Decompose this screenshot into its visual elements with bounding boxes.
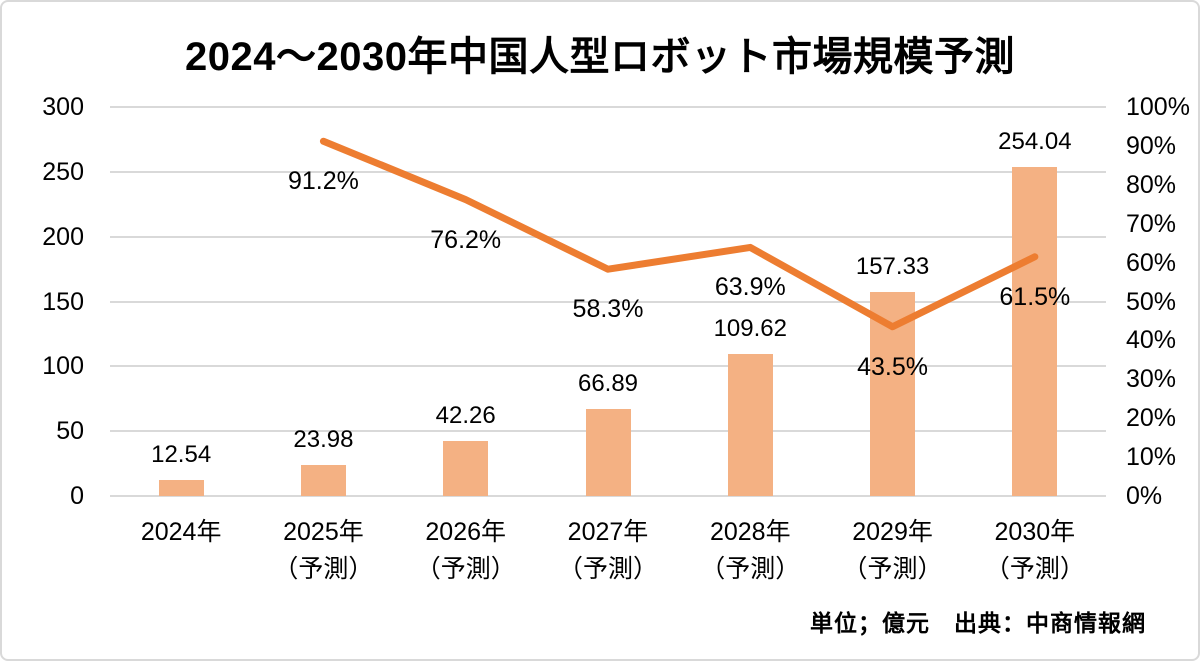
x-axis-label-line: 2026年 xyxy=(425,518,507,546)
bar-2026年（予測） xyxy=(443,441,489,496)
x-axis-label-line: （予測） xyxy=(842,555,943,583)
x-axis-label: 2028年 （予測） xyxy=(700,514,800,588)
bar-value-label: 109.62 xyxy=(713,314,787,342)
bar-2027年（予測） xyxy=(585,409,631,496)
growth-rate-label: 91.2% xyxy=(287,167,359,196)
x-axis-label-line: （予測） xyxy=(700,555,801,583)
growth-rate-label: 61.5% xyxy=(999,282,1071,311)
x-axis-label: 2027年 （予測） xyxy=(558,514,658,588)
growth-rate-label: 58.3% xyxy=(572,295,644,324)
x-axis-label-line: 2029年 xyxy=(852,518,933,546)
x-axis-label-line: 2025年 xyxy=(283,518,364,546)
x-axis-label: 2024年 xyxy=(141,514,222,551)
left-axis-tick: 100 xyxy=(42,352,84,381)
right-axis-tick: 70% xyxy=(1126,209,1177,238)
x-axis-label: 2025年 （予測） xyxy=(273,514,373,588)
right-axis-tick: 80% xyxy=(1126,170,1177,199)
bar-2028年（予測） xyxy=(727,353,773,496)
x-axis-label-line: （予測） xyxy=(557,555,659,583)
left-axis-tick: 50 xyxy=(56,417,84,446)
growth-rate-label: 76.2% xyxy=(430,225,502,254)
right-axis-tick: 0% xyxy=(1126,482,1163,510)
x-axis-label: 2026年 （予測） xyxy=(416,514,516,588)
growth-rate-label: 63.9% xyxy=(714,273,786,302)
x-axis-label-line: （予測） xyxy=(273,555,374,583)
bar-value-label: 66.89 xyxy=(577,370,639,398)
right-axis-tick: 10% xyxy=(1126,443,1177,472)
bar-2024年 xyxy=(158,479,204,496)
gridline xyxy=(110,300,1106,303)
bar-2025年（予測） xyxy=(300,464,346,496)
x-axis-label-line: 2024年 xyxy=(140,518,222,546)
bar-2030年（予測） xyxy=(1012,166,1058,496)
x-axis-label-line: 2028年 xyxy=(709,518,791,546)
gridline xyxy=(110,235,1106,238)
bar-value-label: 23.98 xyxy=(293,425,354,453)
source-note: 単位；億元 出典：中商情報網 xyxy=(810,610,1146,636)
gridline xyxy=(110,495,1106,497)
x-axis-label-line: （予測） xyxy=(984,555,1085,583)
x-axis-label: 2030年 （予測） xyxy=(985,514,1085,588)
left-axis-tick: 300 xyxy=(42,93,84,121)
right-axis-tick: 100% xyxy=(1126,93,1190,121)
x-axis-label: 2029年 （予測） xyxy=(843,514,943,588)
right-axis-tick: 90% xyxy=(1126,131,1177,160)
right-axis-tick: 20% xyxy=(1126,404,1177,433)
chart-title: 2024～2030年中国人型ロボット市場規模予測 xyxy=(185,35,1015,79)
x-axis-label-line: 2027年 xyxy=(567,518,649,546)
right-axis-tick: 50% xyxy=(1126,287,1177,316)
left-axis-tick: 250 xyxy=(42,157,84,186)
gridline xyxy=(110,170,1106,173)
gridline xyxy=(110,106,1106,108)
gridline xyxy=(110,365,1106,368)
bar-value-label: 12.54 xyxy=(151,440,212,468)
growth-rate-label: 43.5% xyxy=(857,352,929,381)
left-axis-tick: 150 xyxy=(42,287,84,316)
bar-value-label: 157.33 xyxy=(855,252,930,280)
bar-value-label: 254.04 xyxy=(998,127,1072,155)
right-axis-tick: 30% xyxy=(1126,365,1177,394)
x-axis-label-line: （予測） xyxy=(415,555,516,583)
right-axis-tick: 40% xyxy=(1126,326,1177,355)
x-axis-label-line: 2030年 xyxy=(994,518,1076,546)
right-axis-tick: 60% xyxy=(1126,248,1177,277)
bar-value-label: 42.26 xyxy=(435,402,496,430)
left-axis-tick: 0 xyxy=(70,482,84,510)
left-axis-tick: 200 xyxy=(42,222,84,251)
